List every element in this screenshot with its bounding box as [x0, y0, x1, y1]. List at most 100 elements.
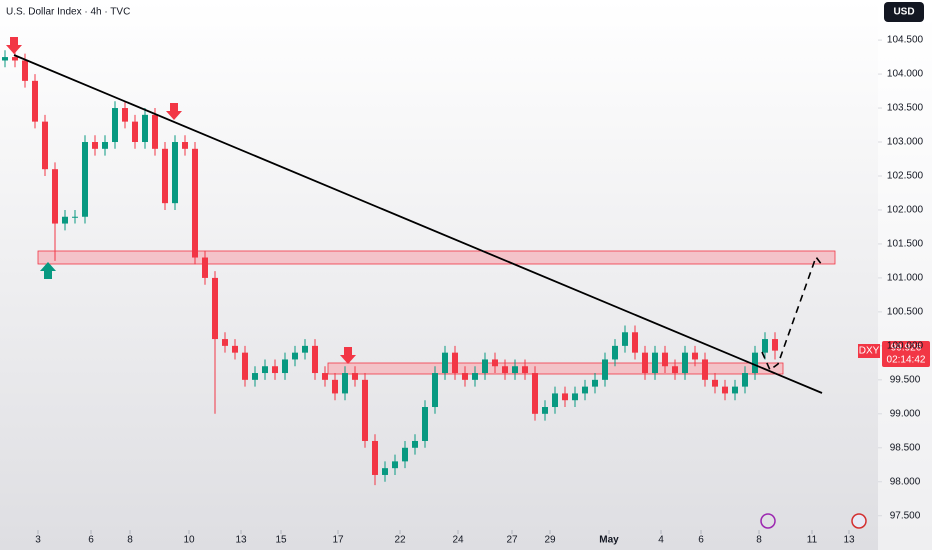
candle-body	[2, 57, 8, 61]
candle-body	[262, 366, 268, 374]
candle-body	[162, 148, 168, 204]
support-zone	[327, 362, 784, 375]
candle-body	[742, 373, 748, 387]
candle-body	[632, 332, 638, 353]
symbol: DXY	[859, 346, 880, 357]
symbol-tag	[858, 344, 880, 358]
candle-body	[662, 352, 668, 367]
candle-body	[602, 359, 608, 380]
candle-body	[232, 345, 238, 353]
candle-body	[542, 407, 548, 414]
y-tick-label: 103.500	[887, 103, 924, 114]
x-tick-label: 27	[506, 535, 518, 546]
candle-body	[62, 216, 68, 224]
candle-body	[502, 366, 508, 374]
x-tick-label: 4	[658, 535, 664, 546]
y-tick-label: 103.000	[887, 137, 924, 148]
candle-body	[352, 373, 358, 380]
candle-body	[142, 114, 148, 143]
flag-icon[interactable]	[851, 513, 867, 529]
candle-body	[72, 216, 78, 218]
candle-body	[322, 373, 328, 380]
candle-body	[402, 447, 408, 462]
y-tick-label: 97.500	[890, 510, 921, 521]
candle-body	[362, 379, 368, 441]
candle-body	[692, 352, 698, 360]
y-tick-label: 104.000	[887, 69, 924, 80]
down-arrow	[340, 347, 356, 364]
candle-body	[472, 373, 478, 380]
candle-body	[22, 60, 28, 81]
candle-body	[272, 366, 278, 374]
y-tick-label: 99.500	[890, 374, 921, 385]
chart-title: U.S. Dollar Index · 4h · TVC	[6, 7, 130, 18]
y-tick-label: 101.500	[887, 239, 924, 250]
candle-body	[82, 142, 88, 217]
x-tick-label: 17	[332, 535, 344, 546]
x-tick-label: 13	[235, 535, 247, 546]
candle-body	[482, 359, 488, 374]
candle-body	[562, 393, 568, 401]
y-tick-label: 100.000	[887, 340, 924, 351]
candle-body	[722, 386, 728, 394]
candle-body	[52, 169, 58, 224]
candle-body	[682, 352, 688, 374]
x-tick-label: 3	[35, 535, 41, 546]
candle-body	[492, 359, 498, 367]
x-tick-label: 11	[807, 535, 818, 546]
x-tick-label: 29	[544, 535, 556, 546]
trendline	[13, 54, 823, 394]
candle-body	[112, 108, 118, 143]
x-tick-label: 6	[698, 535, 704, 546]
candle-body	[412, 440, 418, 448]
event-icon[interactable]	[760, 513, 776, 529]
y-tick-label: 104.500	[887, 35, 924, 46]
y-tick-label: 101.000	[887, 273, 924, 284]
x-tick-label: 10	[183, 535, 195, 546]
countdown: 02:14:42	[887, 355, 926, 366]
candle-body	[732, 386, 738, 394]
resistance-zone	[37, 250, 836, 265]
candle-body	[712, 379, 718, 387]
candle-body	[252, 373, 258, 380]
candle-body	[452, 352, 458, 374]
y-tick-label: 100.500	[887, 307, 924, 318]
candle-body	[222, 339, 228, 346]
candle-body	[302, 345, 308, 353]
candle-body	[152, 114, 158, 149]
candle-body	[622, 332, 628, 346]
projection	[761, 255, 823, 372]
candle-body	[122, 108, 128, 122]
candle-body	[292, 352, 298, 360]
candle-body	[332, 379, 338, 394]
down-arrow	[6, 37, 22, 54]
candle-body	[202, 257, 208, 278]
candle-body	[132, 121, 138, 143]
down-arrow	[166, 103, 182, 120]
candle-body	[12, 57, 18, 61]
candle-body	[762, 339, 768, 353]
y-tick-label: 98.500	[890, 442, 921, 453]
price-tag	[882, 341, 930, 367]
candle-body	[42, 121, 48, 170]
candle-body	[672, 366, 678, 374]
candle-body	[752, 352, 758, 374]
candle-body	[32, 80, 38, 122]
candle-body	[592, 379, 598, 387]
candle-body	[522, 366, 528, 374]
candle-body	[532, 373, 538, 414]
x-tick-label: 13	[843, 535, 855, 546]
y-tick-label: 102.500	[887, 171, 924, 182]
candle-body	[192, 148, 198, 258]
candle-body	[312, 345, 318, 374]
candle-body	[212, 277, 218, 340]
candle-body	[572, 393, 578, 401]
candle-body	[422, 407, 428, 441]
candle-body	[432, 373, 438, 408]
candle-body	[172, 142, 178, 204]
currency-button[interactable]	[884, 2, 924, 22]
candle-body	[552, 393, 558, 408]
candle-body	[392, 461, 398, 469]
